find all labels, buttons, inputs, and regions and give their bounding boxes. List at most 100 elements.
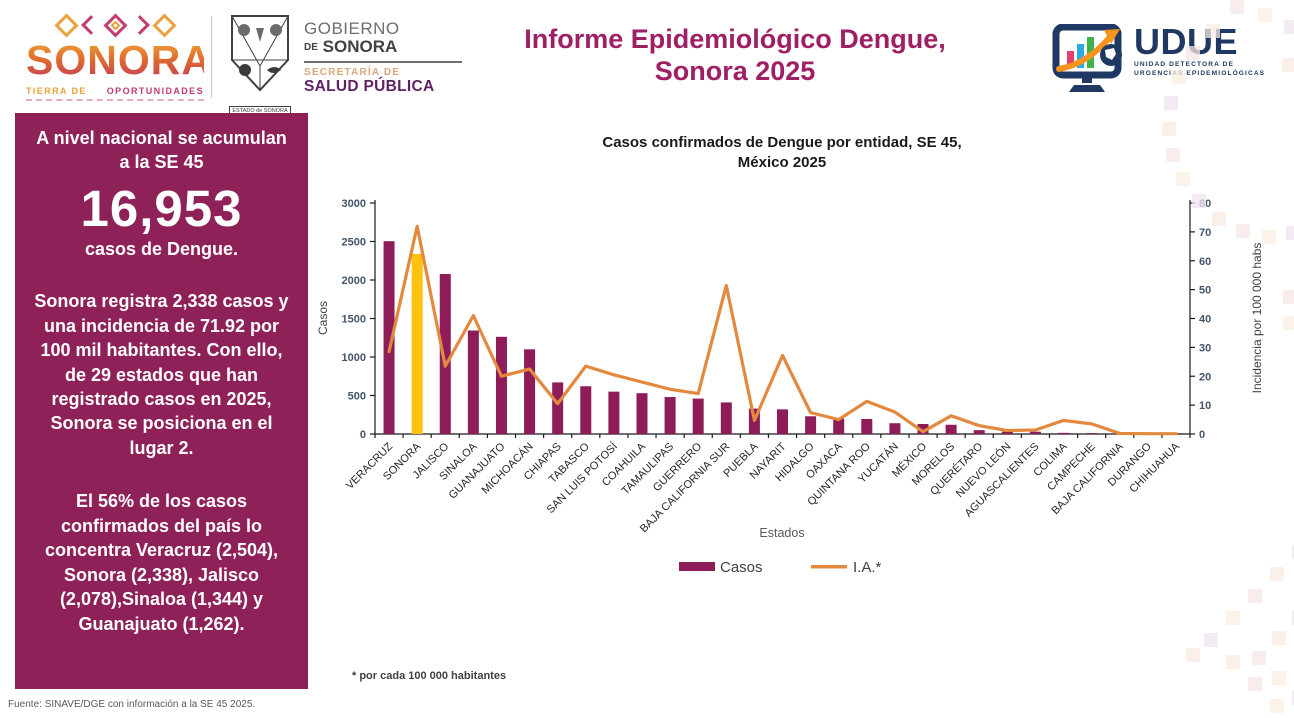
bar-baja-california-sur bbox=[720, 402, 732, 434]
pixel-square bbox=[1283, 316, 1294, 330]
bar-sinaloa bbox=[467, 330, 479, 434]
pixel-square bbox=[1236, 224, 1250, 238]
bar-sonora bbox=[411, 253, 423, 434]
left-axis-tick: 500 bbox=[348, 391, 366, 403]
bar-querétaro bbox=[973, 430, 985, 434]
pixel-square bbox=[1282, 58, 1294, 72]
legend-casos-label: Casos bbox=[720, 559, 763, 576]
udue-text-block: UDUE UNIDAD DETECTORA DE URGENCIAS EPIDE… bbox=[1134, 23, 1266, 79]
header: SONORA TIERRA DE OPORTUNIDADES ESTADO de… bbox=[0, 0, 1294, 116]
udue-subtitle: UNIDAD DETECTORA DE URGENCIAS EPIDEMIOLÓ… bbox=[1134, 61, 1266, 78]
left-axis-tick: 3000 bbox=[342, 198, 366, 210]
diamond-icon bbox=[53, 12, 79, 38]
pixel-square bbox=[1272, 631, 1286, 645]
chevron-right-icon bbox=[129, 15, 150, 35]
right-axis-tick: 40 bbox=[1199, 314, 1211, 326]
legend-ia-label: I.A.* bbox=[853, 559, 882, 576]
bar-nuevo-león bbox=[1001, 431, 1013, 434]
pixel-square bbox=[1284, 20, 1294, 34]
de-sonora-label: DE SONORA bbox=[304, 36, 398, 56]
pixel-square bbox=[1172, 70, 1186, 84]
pixel-square bbox=[1226, 611, 1240, 625]
pixel-square bbox=[1176, 172, 1190, 186]
pixel-square bbox=[1192, 194, 1206, 208]
gobierno-rule bbox=[304, 60, 462, 63]
pixel-square bbox=[1272, 671, 1286, 685]
pixel-square bbox=[1292, 545, 1294, 559]
pixel-square bbox=[1283, 290, 1294, 304]
sonora-summary-paragraph: Sonora registra 2,338 casos y una incide… bbox=[34, 291, 289, 458]
pixel-square bbox=[1258, 8, 1272, 22]
bar-guanajuato bbox=[495, 336, 507, 434]
bar-campeche bbox=[1086, 433, 1098, 434]
bar-morelos bbox=[945, 424, 957, 434]
bar-coahuila bbox=[636, 393, 648, 434]
right-axis-tick: 10 bbox=[1199, 400, 1211, 412]
pixel-square bbox=[1270, 699, 1284, 713]
right-axis-tick: 0 bbox=[1199, 429, 1205, 441]
right-axis-title: Incidencia por 100 000 habs bbox=[1250, 243, 1264, 394]
header-divider bbox=[211, 16, 212, 98]
bar-veracruz bbox=[383, 241, 395, 434]
monitor-chart-icon bbox=[1052, 24, 1122, 92]
left-axis-tick: 0 bbox=[360, 429, 366, 441]
right-axis-tick: 30 bbox=[1199, 342, 1211, 354]
left-axis-tick: 2000 bbox=[342, 275, 366, 287]
sonora-brand-logo: SONORA TIERRA DE OPORTUNIDADES bbox=[26, 8, 211, 101]
pixel-square bbox=[1186, 46, 1200, 60]
national-intro-text: A nivel nacional se acumulan a la SE 45 bbox=[36, 128, 287, 173]
diamond-icon bbox=[102, 12, 128, 38]
chevron-left-icon bbox=[80, 15, 101, 35]
page-title-line2: Sonora 2025 bbox=[654, 55, 816, 86]
salud-publica-label: SALUD PÚBLICA bbox=[304, 77, 435, 95]
legend-ia-swatch bbox=[811, 565, 847, 569]
left-axis-tick: 1500 bbox=[342, 314, 366, 326]
diamond-icon bbox=[151, 12, 177, 38]
bar-colima bbox=[1058, 432, 1070, 434]
bar-jalisco bbox=[439, 273, 451, 434]
left-axis-tick: 2500 bbox=[342, 237, 366, 249]
secretaria-label: SECRETARÍA DE bbox=[304, 66, 401, 78]
pixel-square bbox=[1186, 648, 1200, 662]
legend-casos-swatch bbox=[679, 562, 715, 571]
udue-logo: UDUE UNIDAD DETECTORA DE URGENCIAS EPIDE… bbox=[1052, 23, 1266, 96]
chart-footnote: * por cada 100 000 habitantes bbox=[352, 670, 506, 682]
chart-title-line1: Casos confirmados de Dengue por entidad,… bbox=[602, 134, 961, 151]
page-title-line1: Informe Epidemiológico Dengue, bbox=[524, 24, 946, 54]
pixel-square bbox=[1230, 0, 1244, 14]
pixel-square bbox=[1252, 651, 1266, 665]
dengue-cases-chart: Casos confirmados de Dengue por entidad,… bbox=[316, 134, 1264, 682]
tagline-dashes bbox=[26, 99, 204, 101]
pixel-square bbox=[1292, 611, 1294, 625]
bar-tabasco bbox=[580, 386, 592, 434]
bar-quintana-roo bbox=[861, 418, 873, 434]
pixel-square bbox=[1162, 122, 1176, 136]
bar-san-luis-potosí bbox=[608, 391, 620, 434]
pixel-square bbox=[1212, 212, 1226, 226]
sonora-coat-of-arms: ESTADO de SONORA bbox=[228, 14, 292, 117]
left-axis-title: Casos bbox=[316, 301, 330, 335]
bar-tamaulipas bbox=[664, 397, 676, 434]
national-total-cases: 16,953 bbox=[80, 179, 243, 237]
chart-title-line2: México 2025 bbox=[738, 154, 826, 171]
sonora-tagline: TIERRA DE OPORTUNIDADES bbox=[26, 86, 204, 96]
tagline-right: OPORTUNIDADES bbox=[106, 86, 204, 96]
bar-nayarit bbox=[777, 409, 788, 434]
pixel-square bbox=[1292, 691, 1294, 705]
top-states-paragraph: El 56% de los casos confirmados del país… bbox=[44, 491, 279, 634]
pixel-square bbox=[1248, 589, 1262, 603]
right-axis-tick: 50 bbox=[1199, 285, 1211, 297]
pixel-square bbox=[1270, 567, 1284, 581]
pixel-square bbox=[1226, 655, 1240, 669]
page-title: Informe Epidemiológico Dengue, Sonora 20… bbox=[432, 24, 1038, 88]
tagline-left: TIERRA DE bbox=[26, 86, 87, 96]
national-total-caption: casos de Dengue. bbox=[84, 239, 239, 260]
sonora-diamonds-icon bbox=[26, 12, 204, 38]
x-axis-title: Estados bbox=[759, 526, 804, 540]
bar-hidalgo bbox=[805, 416, 817, 434]
right-axis-tick: 70 bbox=[1199, 227, 1211, 239]
bar-chiapas bbox=[552, 382, 564, 434]
pixel-square bbox=[1166, 148, 1180, 162]
shield-icon bbox=[231, 15, 289, 92]
